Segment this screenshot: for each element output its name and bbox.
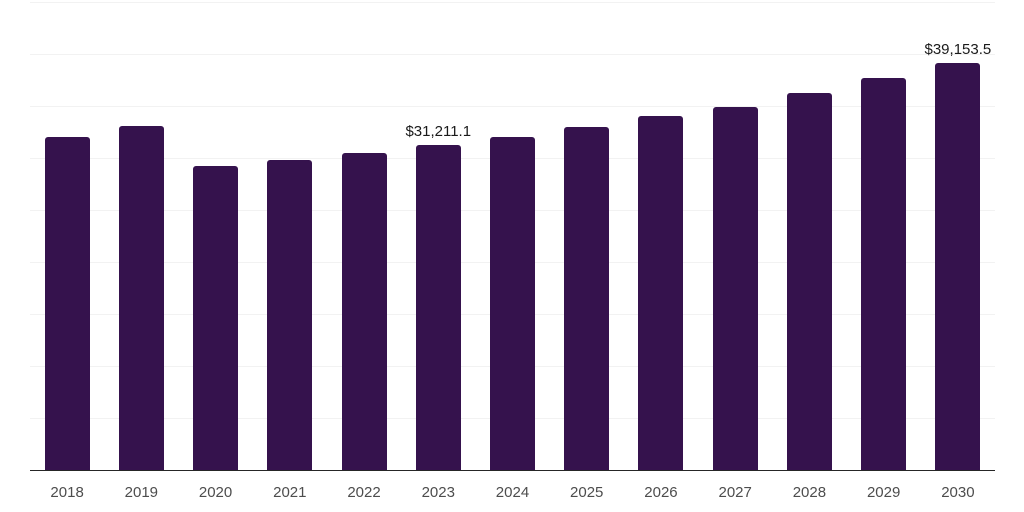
bar-value-label-2023: $31,211.1 <box>405 123 472 141</box>
x-tick-label-2027: 2027 <box>718 484 752 501</box>
bar-2026 <box>638 115 684 470</box>
x-tick-label-2025: 2025 <box>570 484 604 501</box>
x-tick-label-2020: 2020 <box>198 484 233 501</box>
bar-2021 <box>267 159 313 470</box>
bar-2019 <box>118 126 164 470</box>
x-tick-label-2030: 2030 <box>941 484 975 501</box>
bar-2025 <box>564 127 610 470</box>
x-axis-line <box>30 469 995 471</box>
bar-value-label-2030: $39,153.5 <box>924 40 992 58</box>
gridline <box>30 105 995 107</box>
bar-2023 <box>415 145 461 470</box>
x-tick-label-2018: 2018 <box>50 484 84 501</box>
x-tick-label-2026: 2026 <box>644 484 678 501</box>
gridline <box>30 1 995 3</box>
bar-2027 <box>712 106 758 470</box>
x-tick-label-2024: 2024 <box>495 484 530 501</box>
bar-2018 <box>44 137 90 470</box>
bar-2030 <box>935 62 981 470</box>
gridline <box>30 53 995 55</box>
x-tick-label-2029: 2029 <box>866 484 901 501</box>
bar-2020 <box>193 165 239 470</box>
x-tick-label-2028: 2028 <box>792 484 827 501</box>
bar-2029 <box>861 77 907 470</box>
x-tick-label-2019: 2019 <box>124 484 159 501</box>
x-tick-label-2022: 2022 <box>347 484 381 501</box>
bar-2024 <box>490 136 535 470</box>
x-tick-label-2021: 2021 <box>273 484 307 501</box>
bar-2022 <box>341 152 387 470</box>
bar-2028 <box>786 92 832 470</box>
x-tick-label-2023: 2023 <box>421 484 455 501</box>
